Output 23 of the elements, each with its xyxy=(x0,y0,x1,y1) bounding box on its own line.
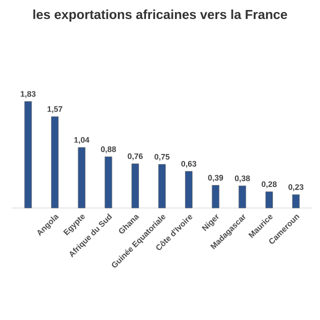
data-label: 1,04 xyxy=(74,137,90,144)
data-label: 0,88 xyxy=(100,146,116,154)
bar xyxy=(185,171,192,208)
bar xyxy=(104,156,112,208)
data-label: 1,83 xyxy=(20,91,36,98)
bar xyxy=(158,164,166,208)
chart-title: les exportations africaines vers la France xyxy=(33,10,288,22)
bar xyxy=(78,147,86,208)
bar xyxy=(265,191,273,208)
data-label: 0,76 xyxy=(128,153,143,160)
bar xyxy=(24,101,32,208)
bar xyxy=(132,164,139,208)
data-label: 0,63 xyxy=(181,160,196,168)
bar xyxy=(51,116,59,208)
data-label: 0,28 xyxy=(262,181,277,188)
bar xyxy=(238,186,246,208)
bar xyxy=(292,194,300,208)
bar xyxy=(212,185,220,208)
data-label: 0,39 xyxy=(208,174,224,182)
data-label: 0,38 xyxy=(234,176,250,182)
data-label: 1,57 xyxy=(48,106,62,114)
data-label: 0,23 xyxy=(288,184,304,192)
data-label: 0,75 xyxy=(154,154,170,161)
